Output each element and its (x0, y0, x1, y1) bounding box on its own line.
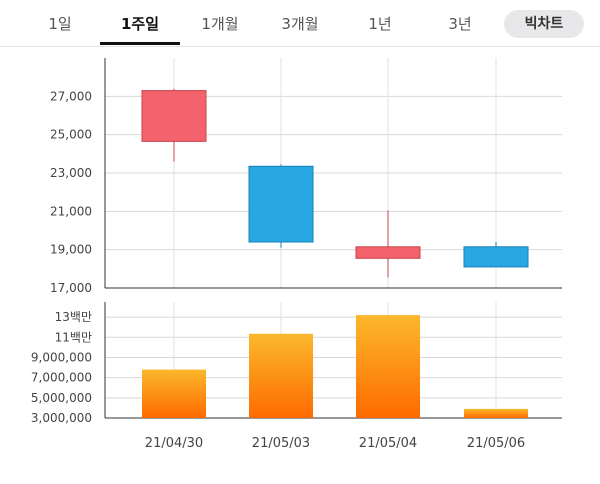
tab-3years[interactable]: 3년 (448, 15, 472, 33)
active-tab-underline (100, 42, 180, 45)
candle-body (248, 165, 314, 243)
price-tick-label: 19,000 (50, 243, 92, 257)
volume-bar (249, 333, 313, 418)
tab-1month[interactable]: 1개월 (201, 15, 239, 33)
date-tick-label: 21/05/06 (467, 436, 525, 451)
volume-tick-label: 7,000,000 (31, 371, 92, 385)
candle-body (463, 246, 529, 268)
tab-1day[interactable]: 1일 (48, 15, 72, 33)
volume-tick-label: 5,000,000 (31, 391, 92, 405)
volume-tick-label: 13백만 (55, 310, 92, 324)
volume-bar (142, 369, 206, 418)
volume-tick-label: 11백만 (55, 330, 92, 344)
price-tick-label: 27,000 (50, 89, 92, 103)
volume-bar (464, 408, 528, 418)
date-tick-label: 21/05/03 (252, 436, 310, 451)
price-tick-label: 21,000 (50, 204, 92, 218)
candle-body (355, 246, 421, 259)
candle-body (141, 90, 207, 142)
volume-tick-label: 3,000,000 (31, 411, 92, 425)
period-tabs: 1일 1주일 1개월 3개월 1년 3년 빅차트 (0, 0, 600, 47)
bigchart-button[interactable]: 빅차트 (504, 10, 584, 38)
tab-1year[interactable]: 1년 (368, 15, 392, 33)
volume-tick-label: 9,000,000 (31, 350, 92, 364)
date-tick-label: 21/05/04 (359, 436, 417, 451)
tab-3months[interactable]: 3개월 (281, 15, 319, 33)
price-tick-label: 17,000 (50, 281, 92, 295)
tab-1week[interactable]: 1주일 (120, 15, 160, 33)
date-tick-label: 21/04/30 (145, 436, 203, 451)
volume-bar (356, 315, 420, 418)
price-tick-label: 23,000 (50, 166, 92, 180)
price-tick-label: 25,000 (50, 128, 92, 142)
